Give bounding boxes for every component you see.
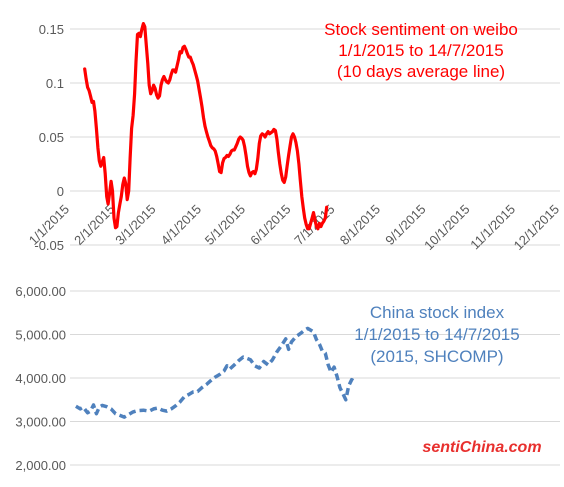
sentiment-x-tick-label: 2/1/2015 xyxy=(71,202,117,248)
sentiment-annotation-line-1: Stock sentiment on weibo xyxy=(324,20,518,39)
sentiment-y-tick-label: 0 xyxy=(57,184,64,199)
sentiment-gridlines xyxy=(70,28,560,246)
stock-index-chart: 6,000.00 5,000.00 4,000.00 3,000.00 2,000.00… xyxy=(15,284,560,473)
sentiment-y-tick-label: 0.1 xyxy=(46,76,64,91)
stock-index-series xyxy=(75,326,356,419)
stock-index-line xyxy=(75,326,356,419)
sentiment-annotation-line-3: (10 days average line) xyxy=(337,62,505,81)
sentiment-x-tick-label: 4/1/2015 xyxy=(158,202,204,248)
sentiment-y-tick-label: -0.05 xyxy=(34,238,64,253)
sentiment-x-tick-label: 5/1/2015 xyxy=(202,202,248,248)
stock-index-y-axis: 6,000.00 5,000.00 4,000.00 3,000.00 2,000.00 xyxy=(15,284,66,473)
stock-index-y-tick-label: 5,000.00 xyxy=(15,328,66,343)
sentiment-y-tick-label: 0.15 xyxy=(39,22,64,37)
stock-index-annotation-line-1: China stock index xyxy=(370,303,505,322)
stock-index-annotation-line-3: (2015, SHCOMP) xyxy=(370,347,503,366)
sentiment-x-tick-label: 6/1/2015 xyxy=(247,202,293,248)
stock-index-y-tick-label: 4,000.00 xyxy=(15,371,66,386)
stock-index-annotation-line-2: 1/1/2015 to 14/7/2015 xyxy=(354,325,519,344)
sentiment-y-tick-label: 0.05 xyxy=(39,130,64,145)
sentiment-line xyxy=(83,22,329,231)
stock-index-y-tick-label: 6,000.00 xyxy=(15,284,66,299)
watermark: sentiChina.com xyxy=(422,439,541,456)
sentiment-annotation-line-2: 1/1/2015 to 14/7/2015 xyxy=(338,41,503,60)
sentiment-y-axis: 0.15 0.1 0.05 0 -0.05 xyxy=(34,22,64,253)
sentiment-series xyxy=(83,22,329,231)
stock-index-y-tick-label: 2,000.00 xyxy=(15,458,66,473)
sentiment-x-tick-label: 8/1/2015 xyxy=(337,202,383,248)
stock-index-y-tick-label: 3,000.00 xyxy=(15,415,66,430)
